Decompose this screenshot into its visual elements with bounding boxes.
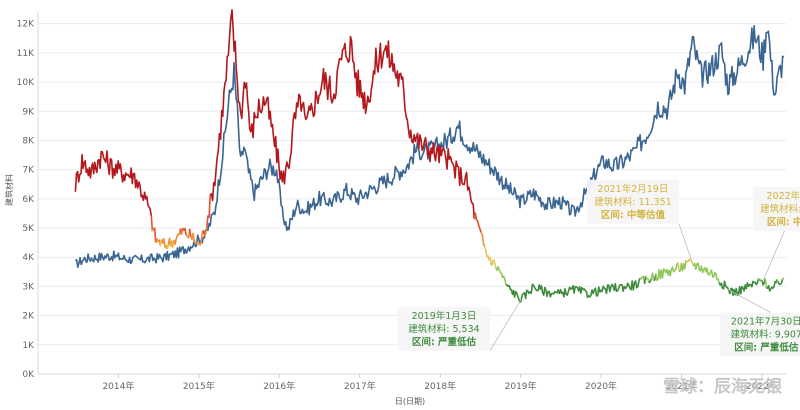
- annotation-box: [397, 306, 490, 351]
- y-tick-label: 4K: [22, 253, 35, 263]
- series-line-1-segment: [678, 260, 687, 273]
- series-line-1-segment: [188, 228, 192, 237]
- y-tick-label: 0K: [22, 370, 35, 380]
- series-line-1-segment: [173, 228, 182, 246]
- series-line-1-segment: [150, 215, 154, 232]
- series-line-1-segment: [151, 227, 155, 232]
- y-tick-label: 2K: [22, 312, 35, 322]
- annotation-box: [752, 187, 800, 232]
- annotation-line: 建筑材料: 5,534: [408, 323, 479, 335]
- annotation-line: 区间: 中等偏低: [767, 216, 800, 228]
- x-tick-label: 2014年: [102, 380, 134, 392]
- series-line-1-segment: [480, 232, 486, 247]
- annotation-leader: [727, 288, 772, 313]
- series-line-1-segment: [639, 275, 646, 285]
- x-tick-label: 2021年: [666, 380, 698, 392]
- x-tick-label: 2015年: [183, 380, 215, 392]
- series-line-1-segment: [764, 278, 768, 288]
- annotation-box: [720, 312, 800, 357]
- series-line-1-segment: [692, 262, 720, 284]
- series-line-1-segment: [677, 262, 680, 272]
- y-tick-label: 9K: [22, 107, 35, 117]
- series-line-1-segment: [495, 266, 507, 286]
- series-line-1-segment: [483, 246, 493, 266]
- y-tick-label: 3K: [22, 282, 35, 292]
- series-layer: [74, 9, 785, 304]
- series-line-1-segment: [209, 9, 476, 220]
- annotation-line: 建筑材料: 10,847: [760, 203, 800, 215]
- series-line-1-segment: [760, 279, 763, 282]
- watermark: 雪球：辰海无银: [663, 376, 783, 397]
- annotation-line: 2019年1月3日: [412, 310, 477, 322]
- annotation-line: 区间: 中等估值: [601, 209, 666, 221]
- annotation-box: [586, 179, 679, 224]
- y-tick-label: 8K: [22, 136, 35, 146]
- series-line-1-segment: [167, 237, 172, 248]
- series-line-1-segment: [766, 279, 778, 292]
- x-tick-label: 2018年: [424, 380, 456, 392]
- annotation-leader: [489, 299, 522, 351]
- series-line-1-segment: [655, 262, 679, 282]
- series-line-1-segment: [166, 244, 170, 250]
- x-tick-label: 2022年: [746, 380, 778, 392]
- y-axis: 0K 1K 2K 3K 4K 5K 6K 7K 8K 9K 10K 11K 12K: [17, 20, 35, 380]
- x-axis: 2014年 2015年 2016年 2017年 2018年 2019年 2020年 2021年…: [102, 374, 778, 392]
- series-line-1-segment: [491, 259, 497, 268]
- series-line-1-segment: [718, 278, 760, 297]
- series-line-1-segment: [777, 278, 784, 286]
- y-axis-title: 建筑材料: [4, 174, 14, 206]
- annotation-line: 区间: 严重低估: [734, 342, 799, 354]
- y-tick-label: 11K: [17, 49, 35, 59]
- annotation-line: 2022年1月6日: [766, 190, 800, 202]
- x-tick-label: 2016年: [263, 380, 295, 392]
- series-line-1-segment: [153, 227, 157, 243]
- annotation-line: 2021年2月19日: [598, 183, 669, 195]
- series-line-1-segment: [160, 237, 166, 249]
- y-tick-label: 6K: [22, 195, 35, 205]
- series-line-1-segment: [74, 150, 153, 216]
- series-line-1-segment: [206, 195, 211, 228]
- series-line-1-segment: [781, 277, 785, 280]
- annotation-line: 2021年7月30日: [731, 316, 800, 328]
- annotation-line: 建筑材料: 9,907: [731, 329, 800, 341]
- x-tick-label: 2019年: [505, 380, 537, 392]
- annotation-line: 建筑材料: 11,351: [594, 196, 671, 208]
- series-line-1-segment: [644, 275, 650, 284]
- x-tick-label: 2017年: [344, 380, 376, 392]
- annotation-line: 区间: 严重低估: [412, 336, 477, 348]
- series-line-1-segment: [761, 278, 767, 286]
- series-line-1-segment: [505, 277, 641, 304]
- series-line-1-segment: [490, 262, 494, 266]
- series-line-1-segment: [759, 279, 762, 282]
- series-line-1-segment: [648, 278, 653, 284]
- series-line-1-segment: [182, 227, 187, 236]
- series-line-1-segment: [203, 227, 208, 237]
- grid: [37, 12, 786, 375]
- annotation: 2022年1月6日建筑材料: 10,847区间: 中等偏低: [752, 187, 800, 281]
- x-axis-title: 日(日期): [395, 397, 425, 406]
- y-tick-label: 7K: [22, 166, 35, 176]
- series-line-1-segment: [155, 238, 162, 247]
- series-line-1-segment: [190, 230, 205, 246]
- series-line-1-segment: [473, 212, 482, 233]
- series-line-1-segment: [776, 279, 779, 282]
- annotation-leader: [678, 223, 693, 264]
- y-tick-label: 1K: [22, 341, 35, 351]
- y-tick-label: 12K: [17, 20, 35, 30]
- x-tick-label: 2020年: [585, 380, 617, 392]
- y-tick-label: 10K: [17, 78, 35, 88]
- y-tick-label: 5K: [22, 224, 35, 234]
- series-line-1-segment: [185, 228, 191, 239]
